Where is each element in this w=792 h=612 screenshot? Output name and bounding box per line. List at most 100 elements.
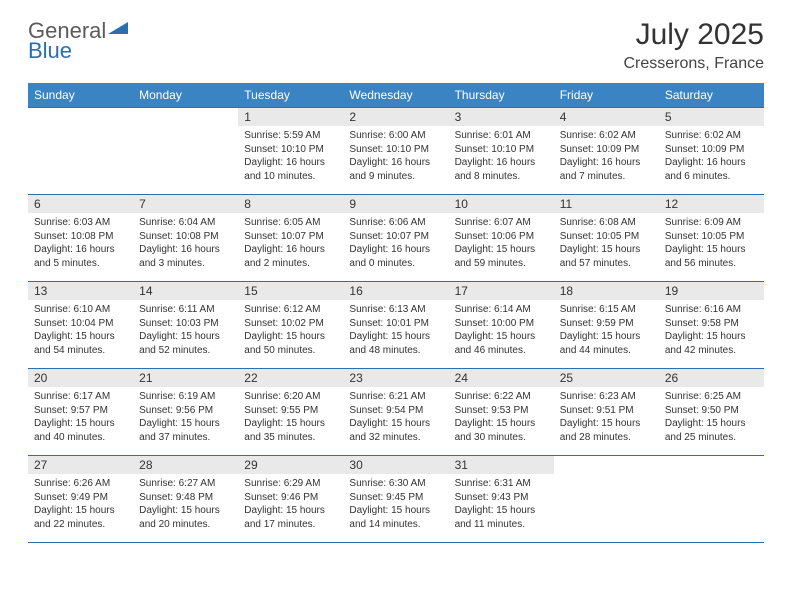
day-details: Sunrise: 6:22 AMSunset: 9:53 PMDaylight:… [449, 387, 554, 448]
day-details: Sunrise: 6:09 AMSunset: 10:05 PMDaylight… [659, 213, 764, 274]
day-details: Sunrise: 6:15 AMSunset: 9:59 PMDaylight:… [554, 300, 659, 361]
weekday-tuesday: Tuesday [238, 83, 343, 108]
day-details: Sunrise: 6:07 AMSunset: 10:06 PMDaylight… [449, 213, 554, 274]
day-details: Sunrise: 6:01 AMSunset: 10:10 PMDaylight… [449, 126, 554, 187]
calendar-cell-17: 17Sunrise: 6:14 AMSunset: 10:00 PMDaylig… [449, 282, 554, 369]
day-details: Sunrise: 6:29 AMSunset: 9:46 PMDaylight:… [238, 474, 343, 535]
day-number: 6 [28, 195, 133, 213]
calendar-row: 6Sunrise: 6:03 AMSunset: 10:08 PMDayligh… [28, 195, 764, 282]
day-details: Sunrise: 6:02 AMSunset: 10:09 PMDaylight… [554, 126, 659, 187]
day-details: Sunrise: 6:26 AMSunset: 9:49 PMDaylight:… [28, 474, 133, 535]
day-number: 26 [659, 369, 764, 387]
logo: General Blue [28, 18, 128, 64]
calendar-cell-15: 15Sunrise: 6:12 AMSunset: 10:02 PMDaylig… [238, 282, 343, 369]
weekday-saturday: Saturday [659, 83, 764, 108]
day-number: 30 [343, 456, 448, 474]
weekday-wednesday: Wednesday [343, 83, 448, 108]
day-details: Sunrise: 6:13 AMSunset: 10:01 PMDaylight… [343, 300, 448, 361]
day-number: 16 [343, 282, 448, 300]
day-number: 21 [133, 369, 238, 387]
calendar-row: 27Sunrise: 6:26 AMSunset: 9:49 PMDayligh… [28, 456, 764, 543]
day-details: Sunrise: 6:27 AMSunset: 9:48 PMDaylight:… [133, 474, 238, 535]
day-number: 5 [659, 108, 764, 126]
location-subtitle: Cresserons, France [624, 55, 765, 73]
day-number: 1 [238, 108, 343, 126]
weekday-monday: Monday [133, 83, 238, 108]
day-details: Sunrise: 6:30 AMSunset: 9:45 PMDaylight:… [343, 474, 448, 535]
day-details: Sunrise: 6:04 AMSunset: 10:08 PMDaylight… [133, 213, 238, 274]
day-details: Sunrise: 6:14 AMSunset: 10:00 PMDaylight… [449, 300, 554, 361]
calendar-row: 20Sunrise: 6:17 AMSunset: 9:57 PMDayligh… [28, 369, 764, 456]
calendar-cell-12: 12Sunrise: 6:09 AMSunset: 10:05 PMDaylig… [659, 195, 764, 282]
day-details: Sunrise: 6:10 AMSunset: 10:04 PMDaylight… [28, 300, 133, 361]
day-number: 29 [238, 456, 343, 474]
day-details: Sunrise: 6:25 AMSunset: 9:50 PMDaylight:… [659, 387, 764, 448]
day-details: Sunrise: 6:19 AMSunset: 9:56 PMDaylight:… [133, 387, 238, 448]
day-details: Sunrise: 6:12 AMSunset: 10:02 PMDaylight… [238, 300, 343, 361]
calendar-cell-empty [28, 108, 133, 195]
calendar-cell-1: 1Sunrise: 5:59 AMSunset: 10:10 PMDayligh… [238, 108, 343, 195]
day-number: 12 [659, 195, 764, 213]
day-number: 17 [449, 282, 554, 300]
day-number: 13 [28, 282, 133, 300]
day-number: 9 [343, 195, 448, 213]
weekday-header-row: SundayMondayTuesdayWednesdayThursdayFrid… [28, 83, 764, 108]
day-details: Sunrise: 6:00 AMSunset: 10:10 PMDaylight… [343, 126, 448, 187]
day-number: 4 [554, 108, 659, 126]
calendar-cell-3: 3Sunrise: 6:01 AMSunset: 10:10 PMDayligh… [449, 108, 554, 195]
day-details: Sunrise: 6:11 AMSunset: 10:03 PMDaylight… [133, 300, 238, 361]
page-title: July 2025 [624, 18, 765, 51]
day-number: 22 [238, 369, 343, 387]
day-number: 31 [449, 456, 554, 474]
day-number: 8 [238, 195, 343, 213]
calendar-cell-18: 18Sunrise: 6:15 AMSunset: 9:59 PMDayligh… [554, 282, 659, 369]
day-number: 15 [238, 282, 343, 300]
day-number: 2 [343, 108, 448, 126]
calendar-cell-28: 28Sunrise: 6:27 AMSunset: 9:48 PMDayligh… [133, 456, 238, 543]
calendar-cell-10: 10Sunrise: 6:07 AMSunset: 10:06 PMDaylig… [449, 195, 554, 282]
calendar-cell-29: 29Sunrise: 6:29 AMSunset: 9:46 PMDayligh… [238, 456, 343, 543]
calendar-cell-27: 27Sunrise: 6:26 AMSunset: 9:49 PMDayligh… [28, 456, 133, 543]
day-number: 7 [133, 195, 238, 213]
calendar-cell-empty [554, 456, 659, 543]
calendar-cell-6: 6Sunrise: 6:03 AMSunset: 10:08 PMDayligh… [28, 195, 133, 282]
day-number: 24 [449, 369, 554, 387]
calendar-cell-14: 14Sunrise: 6:11 AMSunset: 10:03 PMDaylig… [133, 282, 238, 369]
day-details: Sunrise: 5:59 AMSunset: 10:10 PMDaylight… [238, 126, 343, 187]
calendar-cell-4: 4Sunrise: 6:02 AMSunset: 10:09 PMDayligh… [554, 108, 659, 195]
calendar-cell-30: 30Sunrise: 6:30 AMSunset: 9:45 PMDayligh… [343, 456, 448, 543]
calendar-cell-22: 22Sunrise: 6:20 AMSunset: 9:55 PMDayligh… [238, 369, 343, 456]
calendar-cell-8: 8Sunrise: 6:05 AMSunset: 10:07 PMDayligh… [238, 195, 343, 282]
weekday-sunday: Sunday [28, 83, 133, 108]
day-details: Sunrise: 6:16 AMSunset: 9:58 PMDaylight:… [659, 300, 764, 361]
day-number: 19 [659, 282, 764, 300]
calendar-cell-26: 26Sunrise: 6:25 AMSunset: 9:50 PMDayligh… [659, 369, 764, 456]
day-number: 28 [133, 456, 238, 474]
weekday-thursday: Thursday [449, 83, 554, 108]
calendar-cell-24: 24Sunrise: 6:22 AMSunset: 9:53 PMDayligh… [449, 369, 554, 456]
calendar-cell-11: 11Sunrise: 6:08 AMSunset: 10:05 PMDaylig… [554, 195, 659, 282]
day-details: Sunrise: 6:23 AMSunset: 9:51 PMDaylight:… [554, 387, 659, 448]
day-details: Sunrise: 6:31 AMSunset: 9:43 PMDaylight:… [449, 474, 554, 535]
day-number: 23 [343, 369, 448, 387]
calendar-cell-20: 20Sunrise: 6:17 AMSunset: 9:57 PMDayligh… [28, 369, 133, 456]
calendar-table: SundayMondayTuesdayWednesdayThursdayFrid… [28, 83, 764, 543]
title-block: July 2025 Cresserons, France [624, 18, 765, 73]
calendar-cell-5: 5Sunrise: 6:02 AMSunset: 10:09 PMDayligh… [659, 108, 764, 195]
day-details: Sunrise: 6:06 AMSunset: 10:07 PMDaylight… [343, 213, 448, 274]
calendar-cell-25: 25Sunrise: 6:23 AMSunset: 9:51 PMDayligh… [554, 369, 659, 456]
calendar-cell-empty [133, 108, 238, 195]
day-number: 10 [449, 195, 554, 213]
calendar-row: 1Sunrise: 5:59 AMSunset: 10:10 PMDayligh… [28, 108, 764, 195]
logo-triangle-icon [108, 22, 128, 41]
calendar-cell-2: 2Sunrise: 6:00 AMSunset: 10:10 PMDayligh… [343, 108, 448, 195]
calendar-row: 13Sunrise: 6:10 AMSunset: 10:04 PMDaylig… [28, 282, 764, 369]
day-details: Sunrise: 6:21 AMSunset: 9:54 PMDaylight:… [343, 387, 448, 448]
day-details: Sunrise: 6:05 AMSunset: 10:07 PMDaylight… [238, 213, 343, 274]
day-number: 14 [133, 282, 238, 300]
day-number: 3 [449, 108, 554, 126]
day-details: Sunrise: 6:02 AMSunset: 10:09 PMDaylight… [659, 126, 764, 187]
calendar-cell-21: 21Sunrise: 6:19 AMSunset: 9:56 PMDayligh… [133, 369, 238, 456]
day-details: Sunrise: 6:03 AMSunset: 10:08 PMDaylight… [28, 213, 133, 274]
calendar-cell-13: 13Sunrise: 6:10 AMSunset: 10:04 PMDaylig… [28, 282, 133, 369]
